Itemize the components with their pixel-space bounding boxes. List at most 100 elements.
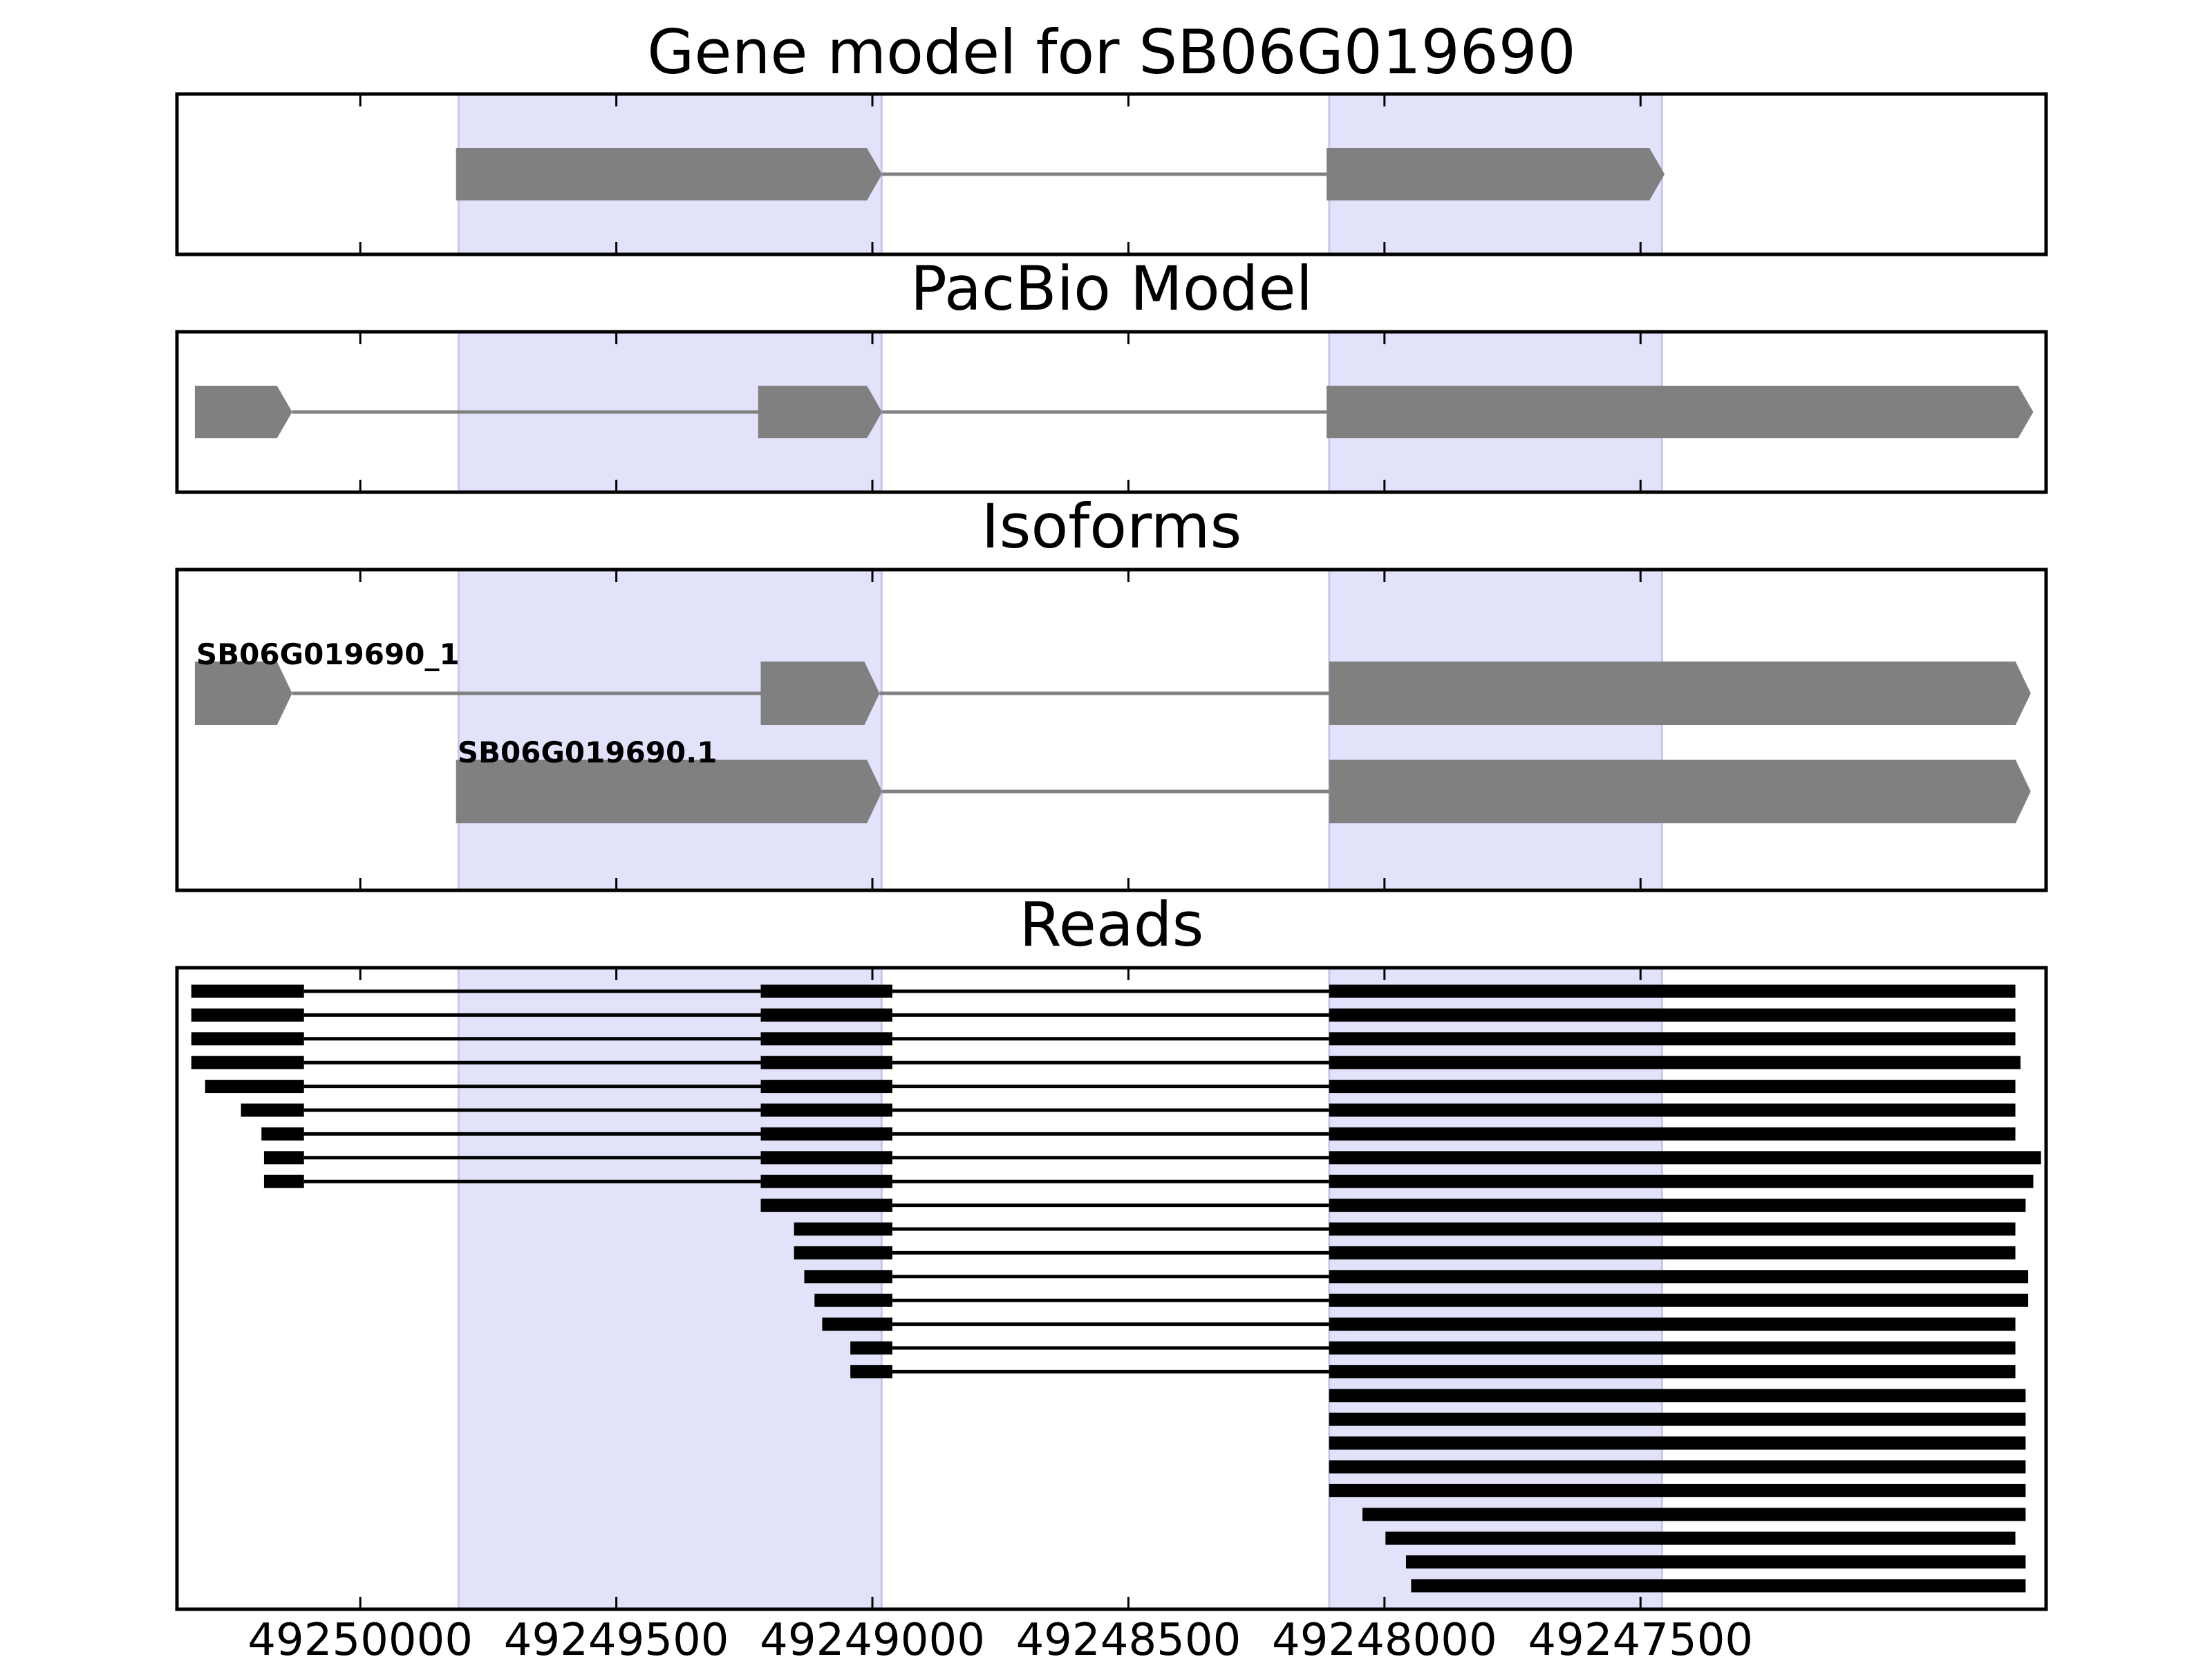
panel-2: PacBio Model (175, 253, 2048, 494)
read (263, 1151, 2041, 1165)
read-exon-block (794, 1246, 892, 1259)
read-exon-block (191, 984, 304, 998)
read-exon-block (1329, 1008, 2016, 1022)
x-tick-label: 49248500 (1016, 1615, 1241, 1659)
read-exon-block (263, 1174, 304, 1188)
read-exon-block (760, 1080, 892, 1094)
read-exon-block (1329, 1412, 2026, 1426)
read (1329, 1389, 2026, 1403)
read-exon-block (1329, 1293, 2029, 1307)
read-exon-block (760, 1056, 892, 1069)
exon-block (456, 148, 883, 200)
x-tick-label: 49247500 (1528, 1615, 1753, 1659)
read-exon-block (191, 1032, 304, 1046)
exon-block (760, 662, 880, 725)
read (822, 1318, 2016, 1331)
exon-block (1327, 386, 2034, 438)
isoform-label: SB06G019690_1 (196, 637, 460, 671)
read-exon-block (814, 1293, 892, 1307)
exon-block (1329, 662, 2031, 725)
read-exon-block (850, 1365, 892, 1378)
read-exon-block (1362, 1508, 2026, 1521)
read-exon-block (1405, 1555, 2026, 1569)
read (241, 1103, 2016, 1117)
read-exon-block (760, 1032, 892, 1046)
exon-block (456, 760, 883, 823)
panel-frame (175, 92, 2048, 256)
exon-block (758, 386, 883, 438)
panel-frame (175, 568, 2048, 892)
panel-title: Reads (1020, 889, 1204, 960)
read (191, 1056, 2021, 1069)
read (261, 1127, 2016, 1141)
read (1329, 1460, 2026, 1474)
read (1329, 1412, 2026, 1426)
read (191, 1008, 2016, 1022)
transcript-track (194, 386, 2034, 438)
exon-block (1329, 760, 2031, 823)
panel-frame (175, 966, 2048, 1611)
read-exon-block (205, 1080, 304, 1094)
read-exon-block (1329, 1222, 2016, 1236)
panel-title: Gene model for SB06G019690 (647, 17, 1576, 88)
read-exon-block (760, 1199, 892, 1212)
read-exon-block (850, 1341, 892, 1355)
read-exon-block (804, 1270, 892, 1284)
read (1405, 1555, 2026, 1569)
read-exon-block (760, 1174, 892, 1188)
read (205, 1080, 2016, 1094)
panel-frame (175, 330, 2048, 494)
read-exon-block (794, 1222, 892, 1236)
read-exon-block (1329, 1080, 2016, 1094)
read-exon-block (1329, 1341, 2016, 1355)
read (794, 1222, 2016, 1236)
panel-title: Isoforms (982, 491, 1242, 562)
read (1411, 1579, 2026, 1593)
panel-title: PacBio Model (910, 253, 1313, 324)
read-exon-block (1329, 1483, 2026, 1497)
read-exon-block (261, 1127, 304, 1141)
read (191, 984, 2016, 998)
x-tick-label: 49249000 (760, 1615, 985, 1659)
read (1329, 1436, 2026, 1450)
read-exon-block (760, 1103, 892, 1117)
exon-block (194, 386, 292, 438)
read-exon-block (1329, 1056, 2021, 1069)
transcript-track: SB06G019690_1 (194, 637, 2031, 725)
transcript-track (456, 148, 1665, 200)
isoform-label: SB06G019690.1 (458, 735, 718, 769)
read-exon-block (760, 1151, 892, 1165)
read-exon-block (241, 1103, 304, 1117)
panel-4: Reads (175, 889, 2048, 1611)
read-exon-block (1329, 1389, 2026, 1403)
highlight-region (1328, 568, 1663, 892)
x-tick-label: 49250000 (247, 1615, 473, 1659)
read-exon-block (263, 1151, 304, 1165)
x-tick-label: 49249500 (504, 1615, 729, 1659)
read-exon-block (760, 1008, 892, 1022)
read-exon-block (1411, 1579, 2026, 1593)
read-exon-block (191, 1008, 304, 1022)
read-exon-block (1329, 1460, 2026, 1474)
read (850, 1365, 2016, 1378)
read-exon-block (1385, 1531, 2016, 1545)
panel-1: Gene model for SB06G019690 (175, 17, 2048, 256)
read-exon-block (1329, 1199, 2026, 1212)
read (804, 1270, 2029, 1284)
read (263, 1174, 2034, 1188)
read-exon-block (1329, 1270, 2029, 1284)
read-exon-block (1329, 1436, 2026, 1450)
x-tick-label: 49248000 (1272, 1615, 1497, 1659)
read (794, 1246, 2016, 1259)
read-exon-block (1329, 1246, 2016, 1259)
read-exon-block (760, 1127, 892, 1141)
read (1362, 1508, 2026, 1521)
read-exon-block (822, 1318, 892, 1331)
read-exon-block (1329, 1151, 2041, 1165)
read-exon-block (1329, 1103, 2016, 1117)
read (1385, 1531, 2016, 1545)
exon-block (1327, 148, 1665, 200)
read-exon-block (1329, 1318, 2016, 1331)
read-exon-block (1329, 1365, 2016, 1378)
